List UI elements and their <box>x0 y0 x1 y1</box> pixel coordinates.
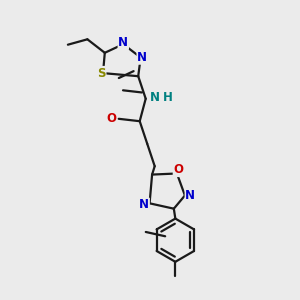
Text: H: H <box>163 91 173 104</box>
Text: O: O <box>106 112 116 125</box>
Text: S: S <box>97 67 106 80</box>
Text: N: N <box>150 91 160 104</box>
Text: O: O <box>173 164 183 176</box>
Text: N: N <box>118 36 128 49</box>
Text: N: N <box>139 198 149 211</box>
Text: N: N <box>185 189 195 202</box>
Text: N: N <box>137 51 147 64</box>
